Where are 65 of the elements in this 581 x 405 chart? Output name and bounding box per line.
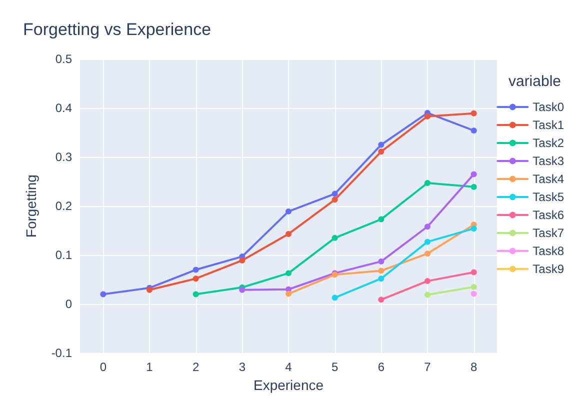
point: [424, 180, 430, 186]
chart-title: Forgetting vs Experience: [23, 20, 212, 39]
point: [239, 257, 246, 264]
y-tick-label: 0.1: [55, 248, 72, 262]
point: [332, 196, 338, 203]
point: [378, 258, 384, 264]
point: [332, 294, 338, 301]
point: [239, 286, 246, 293]
x-tick-label: 5: [331, 360, 338, 374]
point: [286, 270, 292, 276]
point: [378, 276, 384, 282]
point: [332, 234, 338, 241]
y-tick-label: 0.2: [55, 199, 72, 214]
legend-label: Task9: [532, 262, 564, 276]
x-tick-label: 2: [192, 360, 200, 374]
x-tick-label: 3: [238, 360, 246, 374]
y-tick-label: 0.4: [55, 101, 72, 116]
point: [470, 128, 477, 134]
point: [378, 296, 384, 303]
point: [192, 266, 199, 273]
x-tick-label: 1: [146, 360, 154, 374]
x-axis-title: Experience: [253, 377, 324, 393]
point: [470, 226, 477, 232]
point: [100, 291, 106, 298]
point: [378, 142, 384, 148]
y-tick-label: -0.1: [51, 346, 72, 360]
point: [286, 290, 292, 297]
x-tick-label: 4: [285, 360, 292, 374]
point: [192, 291, 199, 298]
point: [424, 238, 430, 245]
point: [470, 184, 477, 190]
legend-label: Task7: [532, 226, 564, 240]
legend-label: Task3: [532, 154, 564, 168]
y-tick-label: 0.3: [55, 150, 72, 164]
legend-label: Task6: [532, 208, 564, 222]
x-tick-label: 8: [470, 360, 478, 374]
point: [470, 269, 477, 276]
legend-label: Task5: [532, 190, 564, 204]
legend-label: Task2: [532, 136, 564, 150]
legend-label: Task8: [532, 244, 564, 258]
point: [424, 224, 430, 230]
x-tick-label: 7: [424, 360, 432, 374]
point: [378, 268, 384, 274]
x-tick-label: 6: [378, 360, 385, 374]
legend-title: variable: [508, 73, 561, 90]
point: [378, 216, 384, 222]
point: [470, 171, 477, 178]
point: [286, 208, 292, 214]
point: [378, 148, 384, 155]
point: [470, 110, 477, 116]
point: [192, 276, 199, 282]
y-tick-label: 0.5: [55, 52, 72, 66]
legend-label: Task1: [532, 118, 564, 132]
point: [424, 113, 430, 120]
y-axis-title: Forgetting: [23, 174, 39, 238]
point: [332, 190, 338, 197]
point: [424, 292, 430, 298]
point: [286, 230, 292, 237]
point: [470, 284, 477, 290]
point: [424, 278, 430, 284]
x-tick-label: 0: [100, 360, 107, 374]
legend-label: Task0: [532, 100, 564, 114]
y-tick-label: 0: [65, 297, 72, 312]
legend-label: Task4: [532, 172, 564, 186]
point: [424, 250, 430, 257]
